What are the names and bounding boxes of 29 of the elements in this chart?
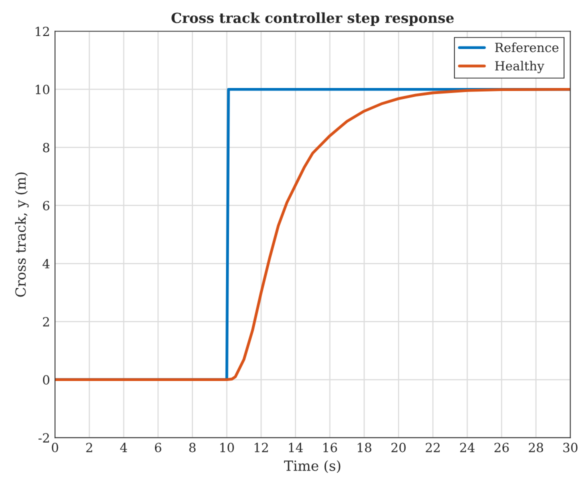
x-tick-label: 12 [254,442,268,452]
x-tick-label: 24 [460,442,475,452]
x-tick-label: 28 [528,442,544,452]
x-tick-label: 18 [358,442,372,452]
x-tick-label: 20 [391,442,406,452]
x-tick-label: 2 [86,442,92,452]
y-tick-label: 12 [36,26,49,36]
legend-label: Reference [495,42,558,52]
x-tick-label: 4 [120,442,128,452]
y-tick-label: 2 [43,317,49,326]
x-tick-label: 26 [494,442,509,452]
y-tick-label: 4 [42,258,50,268]
y-tick-label: 0 [43,375,50,385]
y-tick-label: -2 [38,433,49,442]
x-tick-label: 10 [220,442,234,452]
legend-label: Healthy [495,60,544,74]
x-tick-label: 8 [189,442,196,452]
x-tick-label: 6 [154,442,162,452]
y-tick-label: 6 [43,200,50,210]
x-tick-label: 0 [52,442,58,452]
x-axis-title: Time (s) [284,460,340,473]
y-tick-label: 8 [43,142,50,152]
y-tick-label: 10 [36,84,50,94]
x-tick-label: 30 [563,442,578,452]
chart-title: Cross track controller step response [172,12,454,26]
x-tick-label: 14 [289,442,303,452]
y-axis-title: Cross track, y (m) [15,172,29,297]
x-tick-label: 16 [323,442,338,452]
x-tick-label: 22 [426,442,440,452]
